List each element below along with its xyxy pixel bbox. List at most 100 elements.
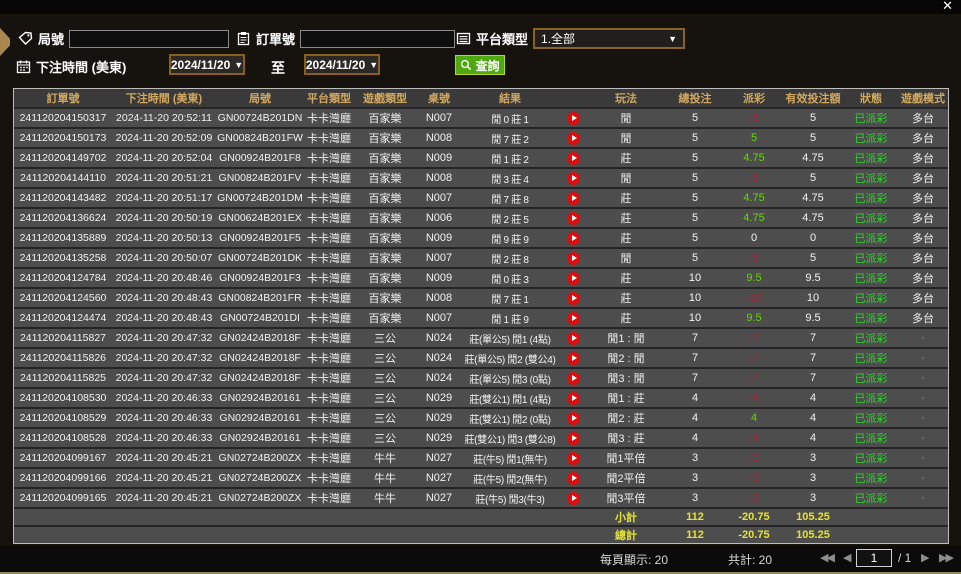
titlebar: ✕ xyxy=(0,0,961,14)
cell-gameno: GN00824B201FW xyxy=(216,128,304,149)
cell-tableno: N024 xyxy=(416,348,462,369)
replay-play-icon[interactable] xyxy=(566,331,580,345)
cell-tableno: N009 xyxy=(416,228,462,249)
cell-tableno: N009 xyxy=(416,148,462,169)
cell-mode: - xyxy=(898,468,948,489)
cell-platform: 卡卡灣廳 xyxy=(304,108,354,129)
panel-collapse-handle[interactable] xyxy=(0,28,10,56)
cell-replay xyxy=(558,468,588,489)
close-icon[interactable]: ✕ xyxy=(942,0,953,13)
cell-gametype: 百家樂 xyxy=(354,108,416,129)
date-to-picker[interactable]: 2024/11/20 ▼ xyxy=(304,54,380,75)
cell-status: 已派彩 xyxy=(844,348,898,369)
cell-mode: 多台 xyxy=(898,228,948,249)
column-header-gameno: 局號 xyxy=(216,89,304,109)
game-no-filter: 局號 xyxy=(18,29,230,48)
replay-play-icon[interactable] xyxy=(566,371,580,385)
cell-gametype: 三公 xyxy=(354,348,416,369)
replay-play-icon[interactable] xyxy=(566,431,580,445)
cell-bet: 3 xyxy=(664,468,726,489)
order-no-input[interactable] xyxy=(300,29,456,48)
cell-platform: 卡卡灣廳 xyxy=(304,188,354,209)
cell-platform: 卡卡灣廳 xyxy=(304,428,354,449)
last-page-button[interactable]: ▶▶ xyxy=(939,552,954,564)
cell-platform: 卡卡灣廳 xyxy=(304,328,354,349)
bet-time-label: 下注時間 (美東) xyxy=(36,60,127,75)
cell-order: 241120204108528 xyxy=(14,428,112,449)
cell-order: 241120204144110 xyxy=(14,168,112,189)
next-page-button[interactable]: ▶ xyxy=(921,552,930,564)
replay-play-icon[interactable] xyxy=(566,211,580,225)
cell-tableno: N029 xyxy=(416,408,462,429)
cell-play: 莊 xyxy=(588,148,664,169)
prev-page-button[interactable]: ◀ xyxy=(843,552,852,564)
cell-play: 莊 xyxy=(588,308,664,329)
cell-play: 閒3 : 莊 xyxy=(588,428,664,449)
replay-play-icon[interactable] xyxy=(566,271,580,285)
replay-play-icon[interactable] xyxy=(566,171,580,185)
game-no-input[interactable] xyxy=(69,29,230,48)
window-bottom-edge xyxy=(0,572,961,574)
cell-platform: 卡卡灣廳 xyxy=(304,288,354,309)
cell-bet: 5 xyxy=(664,128,726,149)
cell-payout: 4 xyxy=(726,408,782,429)
cell-gameno: GN00624B201EX xyxy=(216,208,304,229)
cell-tableno: N007 xyxy=(416,188,462,209)
platform-select[interactable]: 1.全部 ▼ xyxy=(533,28,686,49)
cell-status: 已派彩 xyxy=(844,308,898,329)
replay-play-icon[interactable] xyxy=(566,231,580,245)
cell-tableno: N008 xyxy=(416,168,462,189)
replay-play-icon[interactable] xyxy=(566,131,580,145)
table-row: 241120204124474 2024-11-20 20:48:43 GN0072… xyxy=(14,308,948,329)
date-from-picker[interactable]: 2024/11/20 ▼ xyxy=(169,54,245,75)
replay-play-icon[interactable] xyxy=(566,291,580,305)
table-row: 241120204099167 2024-11-20 20:45:21 GN0272… xyxy=(14,448,948,469)
grand-total-cell xyxy=(14,526,112,543)
subtotal-payout: -20.75 xyxy=(726,508,782,527)
cell-gametype: 三公 xyxy=(354,368,416,389)
cell-status: 已派彩 xyxy=(844,268,898,289)
cell-time: 2024-11-20 20:48:43 xyxy=(112,308,216,329)
replay-play-icon[interactable] xyxy=(566,451,580,465)
cell-order: 241120204149702 xyxy=(14,148,112,169)
cell-valid: 7 xyxy=(782,328,844,349)
subtotal-cell xyxy=(304,508,354,527)
cell-platform: 卡卡灣廳 xyxy=(304,268,354,289)
cell-valid: 9.5 xyxy=(782,268,844,289)
grand-total-cell xyxy=(112,526,216,543)
cell-play: 閒 xyxy=(588,108,664,129)
replay-play-icon[interactable] xyxy=(566,411,580,425)
replay-play-icon[interactable] xyxy=(566,151,580,165)
replay-play-icon[interactable] xyxy=(566,251,580,265)
cell-order: 241120204099166 xyxy=(14,468,112,489)
cell-play: 閒3平倍 xyxy=(588,488,664,509)
page-number-input[interactable] xyxy=(856,549,892,567)
cell-replay xyxy=(558,188,588,209)
cell-result: 閒 2 莊 8 xyxy=(462,248,558,269)
column-header-payout: 派彩 xyxy=(726,89,782,109)
subtotal-cell xyxy=(216,508,304,527)
first-page-button[interactable]: ◀◀ xyxy=(820,552,835,564)
search-button[interactable]: 查詢 xyxy=(455,55,505,75)
replay-play-icon[interactable] xyxy=(566,111,580,125)
cell-order: 241120204115827 xyxy=(14,328,112,349)
cell-result: 莊(牛5) 閒2(無牛) xyxy=(462,468,558,489)
cell-mode: 多台 xyxy=(898,168,948,189)
replay-play-icon[interactable] xyxy=(566,311,580,325)
cell-result: 閒 1 莊 2 xyxy=(462,148,558,169)
cell-mode: - xyxy=(898,408,948,429)
cell-time: 2024-11-20 20:47:32 xyxy=(112,368,216,389)
cell-valid: 0 xyxy=(782,228,844,249)
replay-play-icon[interactable] xyxy=(566,191,580,205)
replay-play-icon[interactable] xyxy=(566,351,580,365)
cell-gameno: GN00724B201DI xyxy=(216,308,304,329)
replay-play-icon[interactable] xyxy=(566,471,580,485)
cell-valid: 4.75 xyxy=(782,148,844,169)
replay-play-icon[interactable] xyxy=(566,391,580,405)
subtotal-cell xyxy=(844,508,898,527)
cell-status: 已派彩 xyxy=(844,128,898,149)
cell-valid: 3 xyxy=(782,448,844,469)
cell-bet: 10 xyxy=(664,308,726,329)
replay-play-icon[interactable] xyxy=(566,491,580,505)
cell-gameno: GN02424B2018F xyxy=(216,348,304,369)
